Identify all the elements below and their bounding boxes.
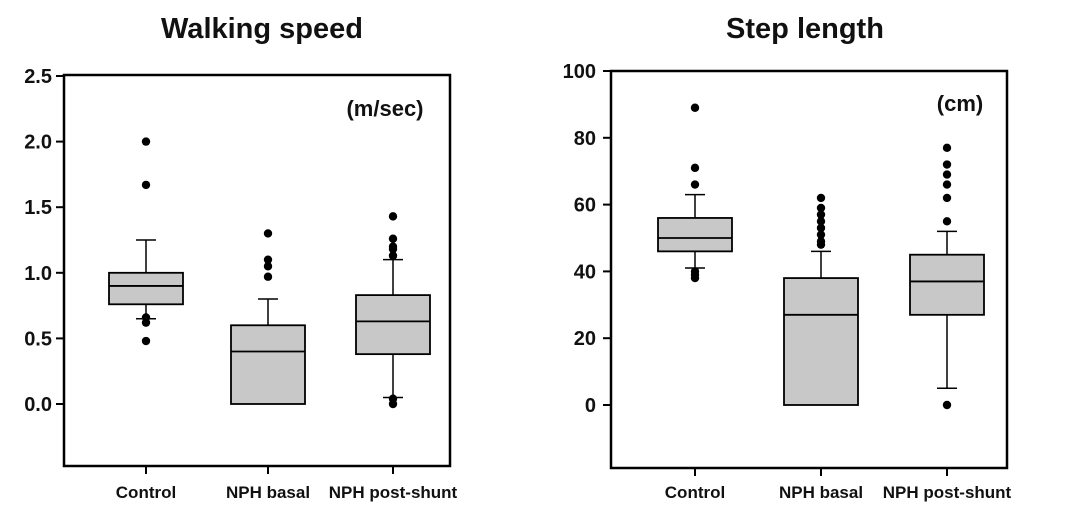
outlier-point — [141, 336, 151, 346]
box-body — [657, 217, 733, 253]
box-3 — [355, 212, 431, 409]
boxes — [657, 103, 985, 410]
outlier-point — [263, 272, 273, 281]
outlier-point — [816, 210, 826, 219]
y-tick-label: 100 — [563, 61, 596, 83]
outlier-point — [816, 203, 826, 213]
y-tick-label: 1.0 — [24, 263, 52, 285]
y-tick-label: 0 — [585, 395, 596, 417]
outlier-point — [942, 193, 952, 203]
outlier-point — [141, 137, 151, 146]
outlier-point — [690, 180, 700, 189]
outlier-point — [141, 313, 151, 322]
outlier-point — [816, 230, 826, 239]
box-1 — [108, 137, 184, 346]
outlier-point — [816, 223, 826, 233]
y-axis: 0 20 40 60 80 100 — [563, 61, 611, 417]
y-tick-label: 80 — [574, 128, 596, 150]
y-tick-label: 60 — [574, 195, 596, 217]
category-label: NPH basal — [779, 483, 863, 502]
plot-frame — [609, 69, 1009, 470]
boxes — [108, 137, 431, 409]
box-1 — [657, 103, 733, 283]
outlier-point — [263, 229, 273, 238]
y-axis: 0.0 0.5 1.0 1.5 2.0 2.5 — [24, 66, 64, 416]
box-2 — [783, 193, 859, 406]
category-label: Control — [116, 483, 176, 502]
category-label: Control — [665, 483, 725, 502]
y-tick-label: 2.0 — [24, 132, 52, 154]
category-label: NPH basal — [226, 483, 310, 502]
outlier-point — [942, 170, 952, 179]
outlier-point — [388, 234, 398, 243]
box-body — [108, 271, 184, 306]
outlier-point — [263, 255, 273, 264]
box-body — [230, 324, 306, 405]
outlier-point — [263, 262, 273, 271]
y-tick-label: 20 — [574, 328, 596, 350]
unit-label: (m/sec) — [346, 96, 423, 121]
outlier-point — [942, 180, 952, 189]
outlier-point — [690, 103, 700, 112]
outlier-point — [816, 237, 826, 246]
outlier-point — [816, 193, 826, 203]
outlier-point — [388, 251, 398, 260]
outlier-point — [141, 180, 151, 190]
box-body — [355, 294, 431, 356]
outlier-point — [942, 160, 952, 169]
walking-speed-panel: Walking speed (m/sec) 0.0 0.5 1.0 1.5 2.0 2.5… — [24, 13, 457, 502]
step-length-panel: Step length (cm) 0 20 40 60 80 100 Control NPH… — [563, 13, 1012, 502]
outlier-point — [942, 400, 952, 410]
box-body — [909, 253, 985, 316]
unit-label: (cm) — [937, 91, 983, 116]
outlier-point — [388, 212, 398, 221]
outlier-point — [690, 163, 700, 173]
box-2 — [230, 229, 306, 405]
panel-title: Step length — [726, 13, 884, 45]
y-tick-label: 1.5 — [24, 197, 52, 219]
y-tick-label: 40 — [574, 261, 596, 283]
outlier-point — [816, 217, 826, 226]
outlier-point — [388, 394, 398, 403]
outlier-point — [942, 143, 952, 153]
category-label: NPH post-shunt — [883, 483, 1012, 502]
y-tick-label: 0.0 — [24, 394, 52, 416]
outlier-point — [388, 242, 398, 251]
x-axis: Control NPH basal NPH post-shunt — [116, 466, 458, 502]
x-axis: Control NPH basal NPH post-shunt — [665, 468, 1012, 502]
box-body — [783, 277, 859, 406]
outlier-point — [690, 267, 700, 276]
plot-frame — [62, 73, 452, 468]
category-label: NPH post-shunt — [329, 483, 458, 502]
outlier-point — [942, 217, 952, 226]
box-3 — [909, 143, 985, 410]
y-tick-label: 2.5 — [24, 66, 52, 88]
y-tick-label: 0.5 — [24, 328, 52, 350]
panel-title: Walking speed — [161, 13, 363, 45]
